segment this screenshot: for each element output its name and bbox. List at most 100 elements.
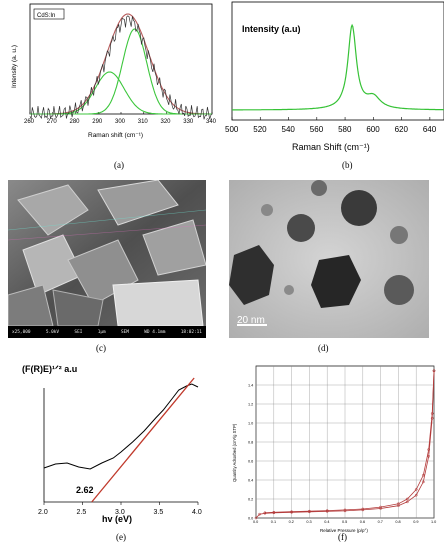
x-tick-label: 3.0 xyxy=(115,509,125,516)
panel-label-e: (e) xyxy=(116,532,126,542)
data-point xyxy=(325,509,329,512)
sem-voltage: 5.0kV xyxy=(45,329,60,335)
y-axis-label: Intensity (a. u.) xyxy=(11,45,18,88)
y-tick-label: 0.4 xyxy=(248,479,253,483)
x-tick-label: 0.1 xyxy=(271,520,276,524)
chart-b: 500 520 540 560 580 600 620 640 Intensity (a.u)… xyxy=(225,1,444,152)
x-tick-label: 1.0 xyxy=(431,520,436,524)
x-axis-label: Relative Pressure (p/p°) xyxy=(320,528,368,533)
tauc-curve xyxy=(43,383,199,470)
sem-micrograph: x25,000 5.0kV SEI 1µm SEM WD 4.1mm 18:02… xyxy=(8,180,206,338)
data-point xyxy=(290,510,293,514)
y-tick-label: 1.0 xyxy=(248,422,253,426)
x-tick-label: 320 xyxy=(161,119,172,125)
series-desorption xyxy=(264,370,435,514)
chart-a: 260 270 280 290 300 310 320 330 340 CdS:In Inten… xyxy=(11,3,217,139)
sem-time: 18:02:11 xyxy=(180,329,202,335)
data-point xyxy=(397,504,400,507)
x-tick-label: 0.5 xyxy=(342,520,347,524)
sem-wd: WD 4.1mm xyxy=(144,329,166,335)
data-point xyxy=(405,497,409,501)
x-tick-label: 290 xyxy=(92,119,103,125)
tem-scale: 20 nm xyxy=(237,315,265,326)
x-tick-label: 280 xyxy=(70,119,81,125)
x-tick-label: 580 xyxy=(338,125,352,134)
x-tick-label: 0.0 xyxy=(253,520,258,524)
data-point xyxy=(405,500,409,504)
chart-e: 2.0 2.5 3.0 3.5 4.0 (F(R)E)¹ᐟ² a.u 2.62 hv (… xyxy=(22,364,202,524)
data-point xyxy=(272,510,276,514)
y-tick-label: 0.0 xyxy=(248,517,253,521)
x-tick-label: 620 xyxy=(395,125,409,134)
sem-mode: SEM xyxy=(120,329,129,335)
panel-label-a: (a) xyxy=(114,160,124,170)
panel-b: 500 520 540 560 580 600 620 640 Intensity (a.u)… xyxy=(222,0,444,175)
tauc-fit-line xyxy=(91,377,195,503)
x-tick-label: 560 xyxy=(310,125,324,134)
data-point xyxy=(421,473,425,477)
sem-magnification: x25,000 xyxy=(12,329,31,335)
x-tick-label: 0.3 xyxy=(306,520,311,524)
data-point xyxy=(430,412,434,415)
x-tick-label: 0.7 xyxy=(378,520,383,524)
panel-a: 260 270 280 290 300 310 320 330 340 CdS:In Inten… xyxy=(0,0,222,175)
y-tick-label: 1.2 xyxy=(248,403,253,407)
data-point xyxy=(254,516,258,520)
legend-label: CdS:In xyxy=(37,13,55,19)
data-point xyxy=(379,505,382,509)
x-axis-label: hv (eV) xyxy=(102,514,132,524)
y-axis-label: Intensity (a.u) xyxy=(242,24,301,34)
sem-detector: SEI xyxy=(74,329,83,335)
data-point xyxy=(414,488,418,491)
raman-curve-b xyxy=(232,23,444,111)
series-measured xyxy=(29,15,213,120)
data-point xyxy=(427,448,431,451)
sem-scale: 1µm xyxy=(97,329,106,335)
data-point xyxy=(432,369,436,373)
panel-label-b: (b) xyxy=(342,160,353,170)
sem-info-bar: x25,000 5.0kV SEI 1µm SEM WD 4.1mm 18:02… xyxy=(8,326,206,338)
y-tick-label: 0.2 xyxy=(248,498,253,502)
x-tick-label: 0.9 xyxy=(413,520,418,524)
data-point xyxy=(397,502,400,506)
data-point xyxy=(308,509,311,513)
panel-f: 0.0 0.1 0.2 0.3 0.4 0.5 0.6 0.7 0.8 0.9 1.0 0.0 0.2 0… xyxy=(222,360,444,550)
x-tick-label: 270 xyxy=(47,119,58,125)
x-tick-label: 500 xyxy=(225,125,239,134)
data-point xyxy=(263,511,267,515)
x-tick-label: 0.6 xyxy=(360,520,365,524)
x-tick-label: 3.5 xyxy=(154,509,164,516)
y-axis-label: Quantity Adsorbed (cm³/g STP) xyxy=(232,423,237,482)
x-tick-label: 0.2 xyxy=(289,520,294,524)
panel-label-c: (c) xyxy=(96,343,106,353)
x-tick-label: 340 xyxy=(206,119,217,125)
data-point xyxy=(414,493,418,497)
panel-label-d: (d) xyxy=(318,343,329,353)
x-tick-label: 520 xyxy=(253,125,267,134)
x-axis-label: Raman shift (cm⁻¹) xyxy=(88,132,143,139)
x-tick-label: 2.5 xyxy=(77,509,87,516)
data-point xyxy=(421,480,425,484)
x-tick-label: 2.0 xyxy=(38,509,48,516)
y-tick-label: 0.6 xyxy=(248,460,253,464)
x-tick-label: 300 xyxy=(115,119,126,125)
x-tick-label: 640 xyxy=(423,125,437,134)
x-axis-label: Raman Shift (cm⁻¹) xyxy=(292,142,370,152)
y-tick-label: 0.8 xyxy=(248,441,253,445)
y-tick-label: 1.4 xyxy=(248,384,253,388)
x-tick-label: 600 xyxy=(366,125,380,134)
tem-micrograph: 20 nm xyxy=(229,180,429,338)
x-tick-label: 0.8 xyxy=(395,520,400,524)
x-tick-label: 330 xyxy=(183,119,194,125)
y-axis-label: (F(R)E)¹ᐟ² a.u xyxy=(22,364,77,374)
x-tick-label: 260 xyxy=(24,119,35,125)
x-tick-label: 540 xyxy=(282,125,296,134)
bandgap-annotation: 2.62 xyxy=(76,485,94,495)
data-point xyxy=(361,507,365,511)
panel-label-f: (f) xyxy=(338,532,347,542)
x-tick-label: 310 xyxy=(138,119,149,125)
data-point xyxy=(258,512,261,516)
x-tick-label: 4.0 xyxy=(192,509,202,516)
panel-e: 2.0 2.5 3.0 3.5 4.0 (F(R)E)¹ᐟ² a.u 2.62 hv (… xyxy=(0,360,222,550)
chart-f: 0.0 0.1 0.2 0.3 0.4 0.5 0.6 0.7 0.8 0.9 1.0 0.0 0.2 0… xyxy=(232,365,436,533)
